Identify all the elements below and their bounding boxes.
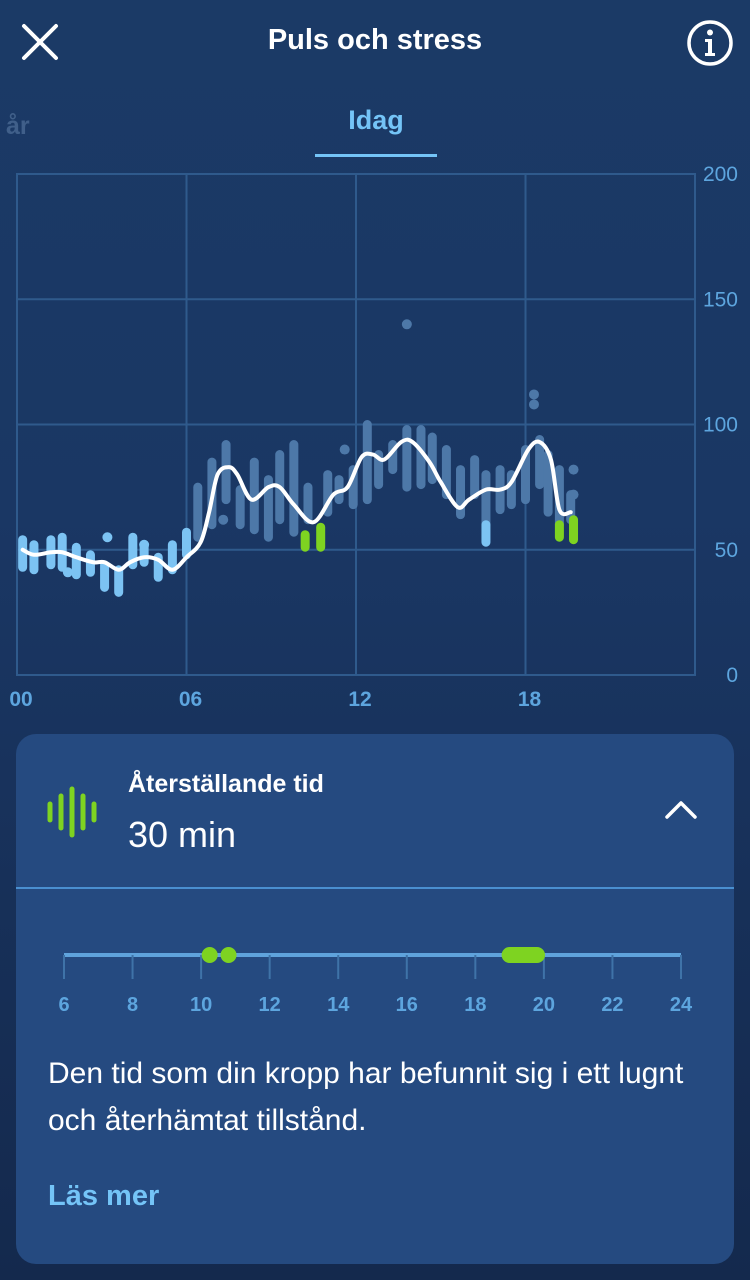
close-button[interactable] [18, 20, 62, 64]
y-tick-label: 100 [703, 414, 738, 437]
info-icon [687, 20, 733, 66]
timeline-tick-label: 24 [670, 994, 693, 1016]
y-tick-label: 150 [703, 288, 738, 311]
chevron-up-icon[interactable] [664, 800, 698, 825]
recovery-card: Återställande tid 30 min 6 8 10 12 14 16 18 20 2… [16, 734, 734, 1264]
timeline-tick-label: 22 [601, 994, 623, 1016]
recovery-label: Återställande tid [128, 770, 324, 798]
y-tick-label: 0 [726, 664, 738, 687]
hr-dot [218, 514, 229, 525]
heart-rate-chart: 0 50 100 150 200 00 06 12 18 [0, 160, 750, 720]
chart-svg: 0 50 100 150 200 00 06 12 18 [9, 163, 738, 711]
recovery-dot [201, 947, 218, 963]
hr-dot [528, 399, 539, 410]
timeline-tick-label: 18 [464, 994, 486, 1016]
x-tick-label: 12 [348, 688, 371, 711]
hr-dot [62, 567, 73, 578]
hr-dot [339, 444, 350, 455]
hr-dot [568, 489, 579, 500]
recovery-card-header[interactable]: Återställande tid 30 min [16, 734, 734, 889]
tab-today[interactable]: Idag [315, 105, 437, 157]
timeline-tick-label: 20 [533, 994, 555, 1016]
hr-dot [139, 539, 150, 550]
recovery-description: Den tid som din kropp har befunnit sig i… [48, 1057, 684, 1137]
chart-grid [16, 173, 696, 676]
header: Puls och stress [0, 0, 750, 90]
y-tick-label: 200 [703, 163, 738, 186]
x-tick-label: 18 [518, 688, 542, 711]
period-tabs: år Idag [0, 90, 750, 160]
hr-dot [102, 532, 113, 543]
timeline-svg: 6 8 10 12 14 16 18 20 22 24 [58, 947, 693, 1016]
x-tick-label: 00 [9, 688, 32, 711]
x-tick-label: 06 [179, 688, 202, 711]
recovery-waves-icon [46, 786, 102, 843]
timeline-tick-label: 14 [327, 994, 350, 1016]
tab-year[interactable]: år [6, 112, 30, 140]
timeline-tick-label: 12 [259, 994, 281, 1016]
y-tick-label: 50 [715, 539, 738, 562]
timeline-tick-label: 16 [396, 994, 418, 1016]
hr-dot [401, 319, 412, 330]
timeline-tick-label: 8 [127, 994, 138, 1016]
recovery-value: 30 min [128, 814, 237, 855]
read-more-link[interactable]: Läs mer [48, 1180, 160, 1212]
hr-dot [528, 389, 539, 400]
recovery-dot [220, 947, 237, 963]
hr-average-line [20, 437, 573, 572]
info-button[interactable] [686, 19, 734, 67]
hr-dot [568, 464, 579, 475]
close-icon [22, 24, 58, 60]
timeline-tick-label: 6 [58, 994, 69, 1016]
recovery-timeline: 6 8 10 12 14 16 18 20 22 24 [16, 929, 734, 1029]
page-title: Puls och stress [267, 24, 483, 56]
timeline-tick-label: 10 [190, 994, 212, 1016]
